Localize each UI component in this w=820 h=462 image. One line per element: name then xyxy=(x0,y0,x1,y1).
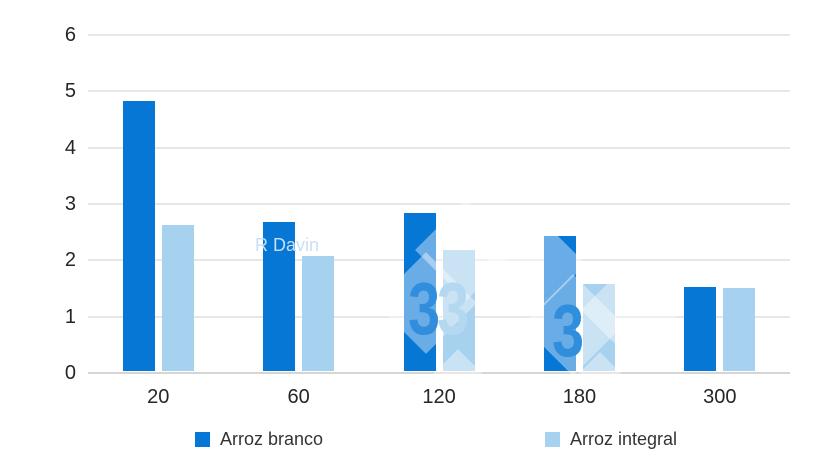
gridline-y-2 xyxy=(88,259,790,262)
y-tick-label-4: 4 xyxy=(64,136,76,159)
bar-arroz-integral-300 xyxy=(723,287,756,371)
gridline-y-6 xyxy=(88,34,790,36)
legend-label-arroz-branco: Arroz branco xyxy=(220,429,324,449)
gridline-y-5 xyxy=(88,90,790,93)
legend-item-arroz-branco: Arroz branco xyxy=(195,429,323,450)
bar-arroz-integral-120 xyxy=(442,249,475,371)
y-tick-label-1: 1 xyxy=(64,305,76,328)
bar-group-120 xyxy=(369,33,509,371)
x-axis: 20 60 120 180 300 xyxy=(88,386,790,409)
x-tick-label-20: 20 xyxy=(147,386,170,408)
bar-group-60 xyxy=(228,33,368,371)
x-tick-label-180: 180 xyxy=(562,386,597,408)
bar-group-300 xyxy=(650,33,790,371)
x-tick-label-300: 300 xyxy=(703,386,737,408)
bar-groups xyxy=(88,33,790,371)
bar-arroz-integral-60 xyxy=(302,255,335,371)
bar-arroz-branco-120 xyxy=(403,213,436,371)
legend-swatch-arroz-branco xyxy=(195,432,210,447)
bar-arroz-integral-180 xyxy=(582,283,615,371)
bar-arroz-branco-60 xyxy=(263,221,296,371)
gridline-y-3 xyxy=(88,203,790,205)
x-tick-label-120: 120 xyxy=(422,386,456,408)
bar-group-20 xyxy=(88,33,228,371)
legend-swatch-arroz-integral xyxy=(545,432,560,447)
gridline-y-4 xyxy=(88,146,790,149)
bar-arroz-branco-180 xyxy=(543,235,576,371)
y-tick-label-3: 3 xyxy=(64,193,76,215)
gridline-y-1 xyxy=(88,315,790,318)
legend-label-arroz-integral: Arroz integral xyxy=(570,429,678,449)
y-tick-label-2: 2 xyxy=(64,249,76,272)
bar-arroz-branco-20 xyxy=(122,100,155,371)
y-tick-label-5: 5 xyxy=(64,80,76,103)
y-tick-label-0: 0 xyxy=(64,362,76,384)
x-tick-label-60: 60 xyxy=(287,386,310,408)
bar-arroz-branco-300 xyxy=(684,286,717,371)
y-tick-label-6: 6 xyxy=(64,24,76,46)
gridline-y-0 xyxy=(88,372,790,374)
bar-group-180 xyxy=(509,33,649,371)
legend-item-arroz-integral: Arroz integral xyxy=(545,429,677,450)
bar-arroz-integral-20 xyxy=(161,224,194,371)
